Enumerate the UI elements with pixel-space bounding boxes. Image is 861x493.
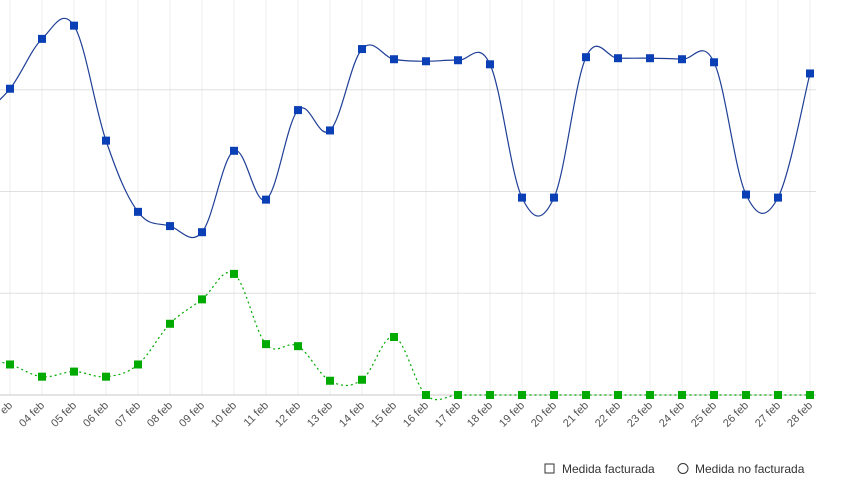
series-2-point[interactable]	[646, 391, 654, 399]
series-2-point[interactable]	[70, 367, 78, 376]
series-1-point[interactable]	[742, 190, 750, 199]
series-1-point[interactable]	[294, 106, 302, 115]
series-2-point[interactable]	[102, 372, 110, 381]
x-tick-label: 27 feb	[753, 400, 783, 430]
x-tick-label: 05 feb	[49, 400, 79, 430]
series-1-point[interactable]	[614, 54, 622, 63]
series-2-point[interactable]	[38, 372, 46, 381]
series-2-point[interactable]	[390, 333, 398, 342]
series-2-point[interactable]	[614, 391, 622, 399]
x-tick-label: 10 feb	[209, 400, 239, 430]
x-tick-label: 11 feb	[242, 400, 272, 430]
x-tick-label: 25 feb	[689, 400, 719, 430]
series-1-point[interactable]	[358, 45, 366, 54]
series-1-point[interactable]	[38, 34, 46, 43]
series-1-point[interactable]	[486, 60, 494, 69]
series-2-point[interactable]	[742, 391, 750, 399]
series-1-point[interactable]	[102, 136, 110, 145]
series-2-point[interactable]	[358, 375, 366, 384]
series-1-point[interactable]	[230, 146, 238, 155]
series-1-line	[0, 17, 811, 239]
series-2-point[interactable]	[454, 391, 462, 399]
legend: Medida facturada Medida no facturada	[544, 462, 805, 476]
series-1-point[interactable]	[454, 56, 462, 65]
series-2-point[interactable]	[774, 391, 782, 399]
series-1-point[interactable]	[646, 54, 654, 63]
series-2-point[interactable]	[486, 391, 494, 399]
series-2-point[interactable]	[198, 295, 206, 304]
x-tick-label: 28 feb	[785, 400, 815, 430]
series-2-point[interactable]	[550, 391, 558, 399]
series-1-point[interactable]	[262, 195, 270, 204]
series-1-point[interactable]	[582, 53, 590, 62]
series-2	[0, 269, 814, 401]
x-tick-label: 13 feb	[305, 400, 335, 430]
series-1-point[interactable]	[134, 207, 142, 216]
series-1-point[interactable]	[518, 193, 526, 202]
x-tick-label: 26 feb	[721, 400, 751, 430]
x-tick-label: 07 feb	[113, 400, 143, 430]
series-2-point[interactable]	[166, 319, 174, 328]
x-tick-label: 23 feb	[625, 400, 655, 430]
legend-circle-icon	[677, 463, 689, 474]
x-tick-label: 12 feb	[273, 400, 303, 430]
x-tick-label: 16 feb	[401, 400, 431, 430]
series-2-point[interactable]	[294, 342, 302, 351]
series-1-point[interactable]	[710, 58, 718, 67]
series-2-line	[0, 271, 810, 401]
series-2-point[interactable]	[326, 376, 334, 385]
x-tick-label: 04 feb	[17, 400, 47, 430]
series-2-point[interactable]	[582, 391, 590, 399]
series-1-point[interactable]	[166, 222, 174, 231]
series-1-point[interactable]	[198, 228, 206, 237]
x-tick-label: 19 feb	[497, 400, 527, 430]
series-1-point[interactable]	[550, 193, 558, 202]
grid	[0, 0, 816, 396]
x-tick-label: 24 feb	[657, 400, 687, 430]
x-tick-label: eb	[0, 400, 15, 417]
x-tick-label: 14 feb	[337, 400, 367, 430]
x-tick-label: 22 feb	[593, 400, 623, 430]
x-tick-label: 18 feb	[465, 400, 495, 430]
x-tick-label: 20 feb	[529, 400, 559, 430]
series-1-point[interactable]	[422, 57, 430, 66]
legend-square-icon	[544, 463, 555, 474]
legend-label: Medida no facturada	[695, 462, 805, 476]
series-layer	[0, 17, 814, 401]
series-2-point[interactable]	[518, 391, 526, 399]
series-2-point[interactable]	[230, 269, 238, 278]
series-2-point[interactable]	[262, 340, 270, 349]
series-2-point[interactable]	[806, 391, 814, 399]
series-2-point[interactable]	[6, 360, 14, 369]
series-1-point[interactable]	[6, 84, 14, 93]
x-tick-label: 21 feb	[561, 400, 591, 430]
series-1	[0, 17, 814, 239]
series-2-point[interactable]	[678, 391, 686, 399]
legend-label: Medida facturada	[562, 462, 655, 476]
series-1-point[interactable]	[774, 193, 782, 202]
series-1-point[interactable]	[678, 55, 686, 64]
series-1-point[interactable]	[390, 55, 398, 64]
series-1-point[interactable]	[326, 126, 334, 135]
x-tick-label: 06 feb	[81, 400, 111, 430]
series-1-point[interactable]	[70, 21, 78, 30]
x-tick-label: 08 feb	[145, 400, 175, 430]
series-2-point[interactable]	[422, 391, 430, 399]
x-tick-label: 09 feb	[177, 400, 207, 430]
x-tick-label: 17 feb	[433, 400, 463, 430]
x-tick-label: 15 feb	[369, 400, 399, 430]
series-2-point[interactable]	[134, 360, 142, 369]
series-2-point[interactable]	[710, 391, 718, 399]
series-1-point[interactable]	[806, 69, 814, 78]
x-axis-labels: eb 04 feb 05 feb 06 feb 07 feb 08 feb 09 feb 10…	[0, 400, 815, 430]
